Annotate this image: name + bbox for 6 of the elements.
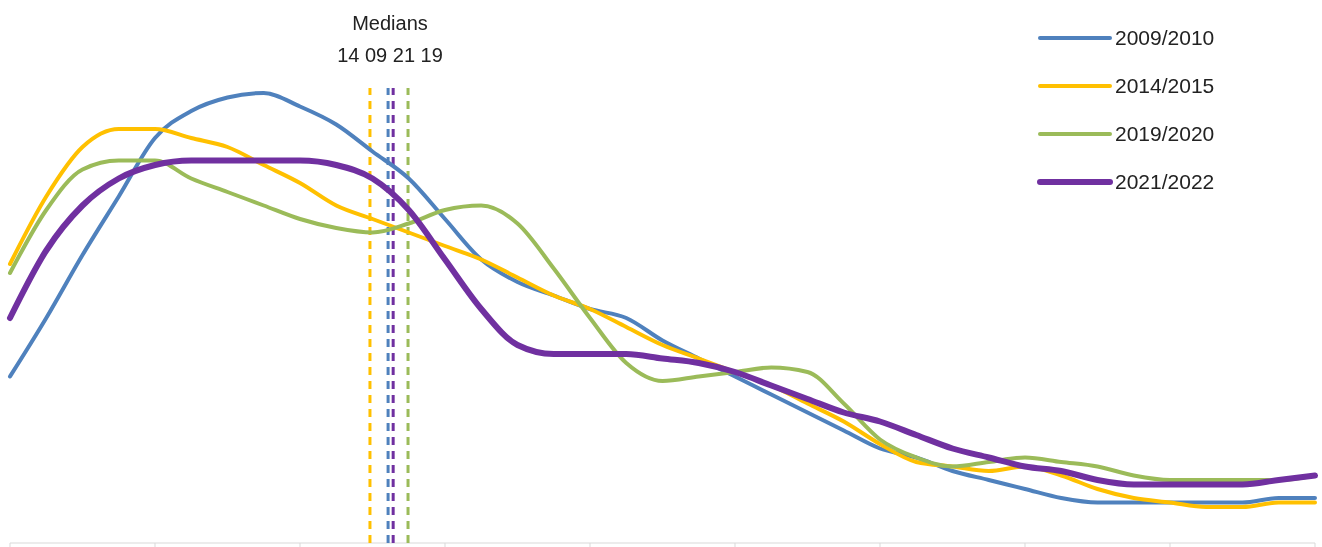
legend-label: 2009/2010 — [1115, 26, 1215, 49]
text: Medians — [352, 12, 428, 34]
legend-label: 2021/2022 — [1115, 170, 1215, 193]
text: 14 09 21 19 — [337, 44, 443, 66]
legend-label: 2019/2020 — [1115, 122, 1215, 145]
legend-label: 2014/2015 — [1115, 74, 1215, 97]
